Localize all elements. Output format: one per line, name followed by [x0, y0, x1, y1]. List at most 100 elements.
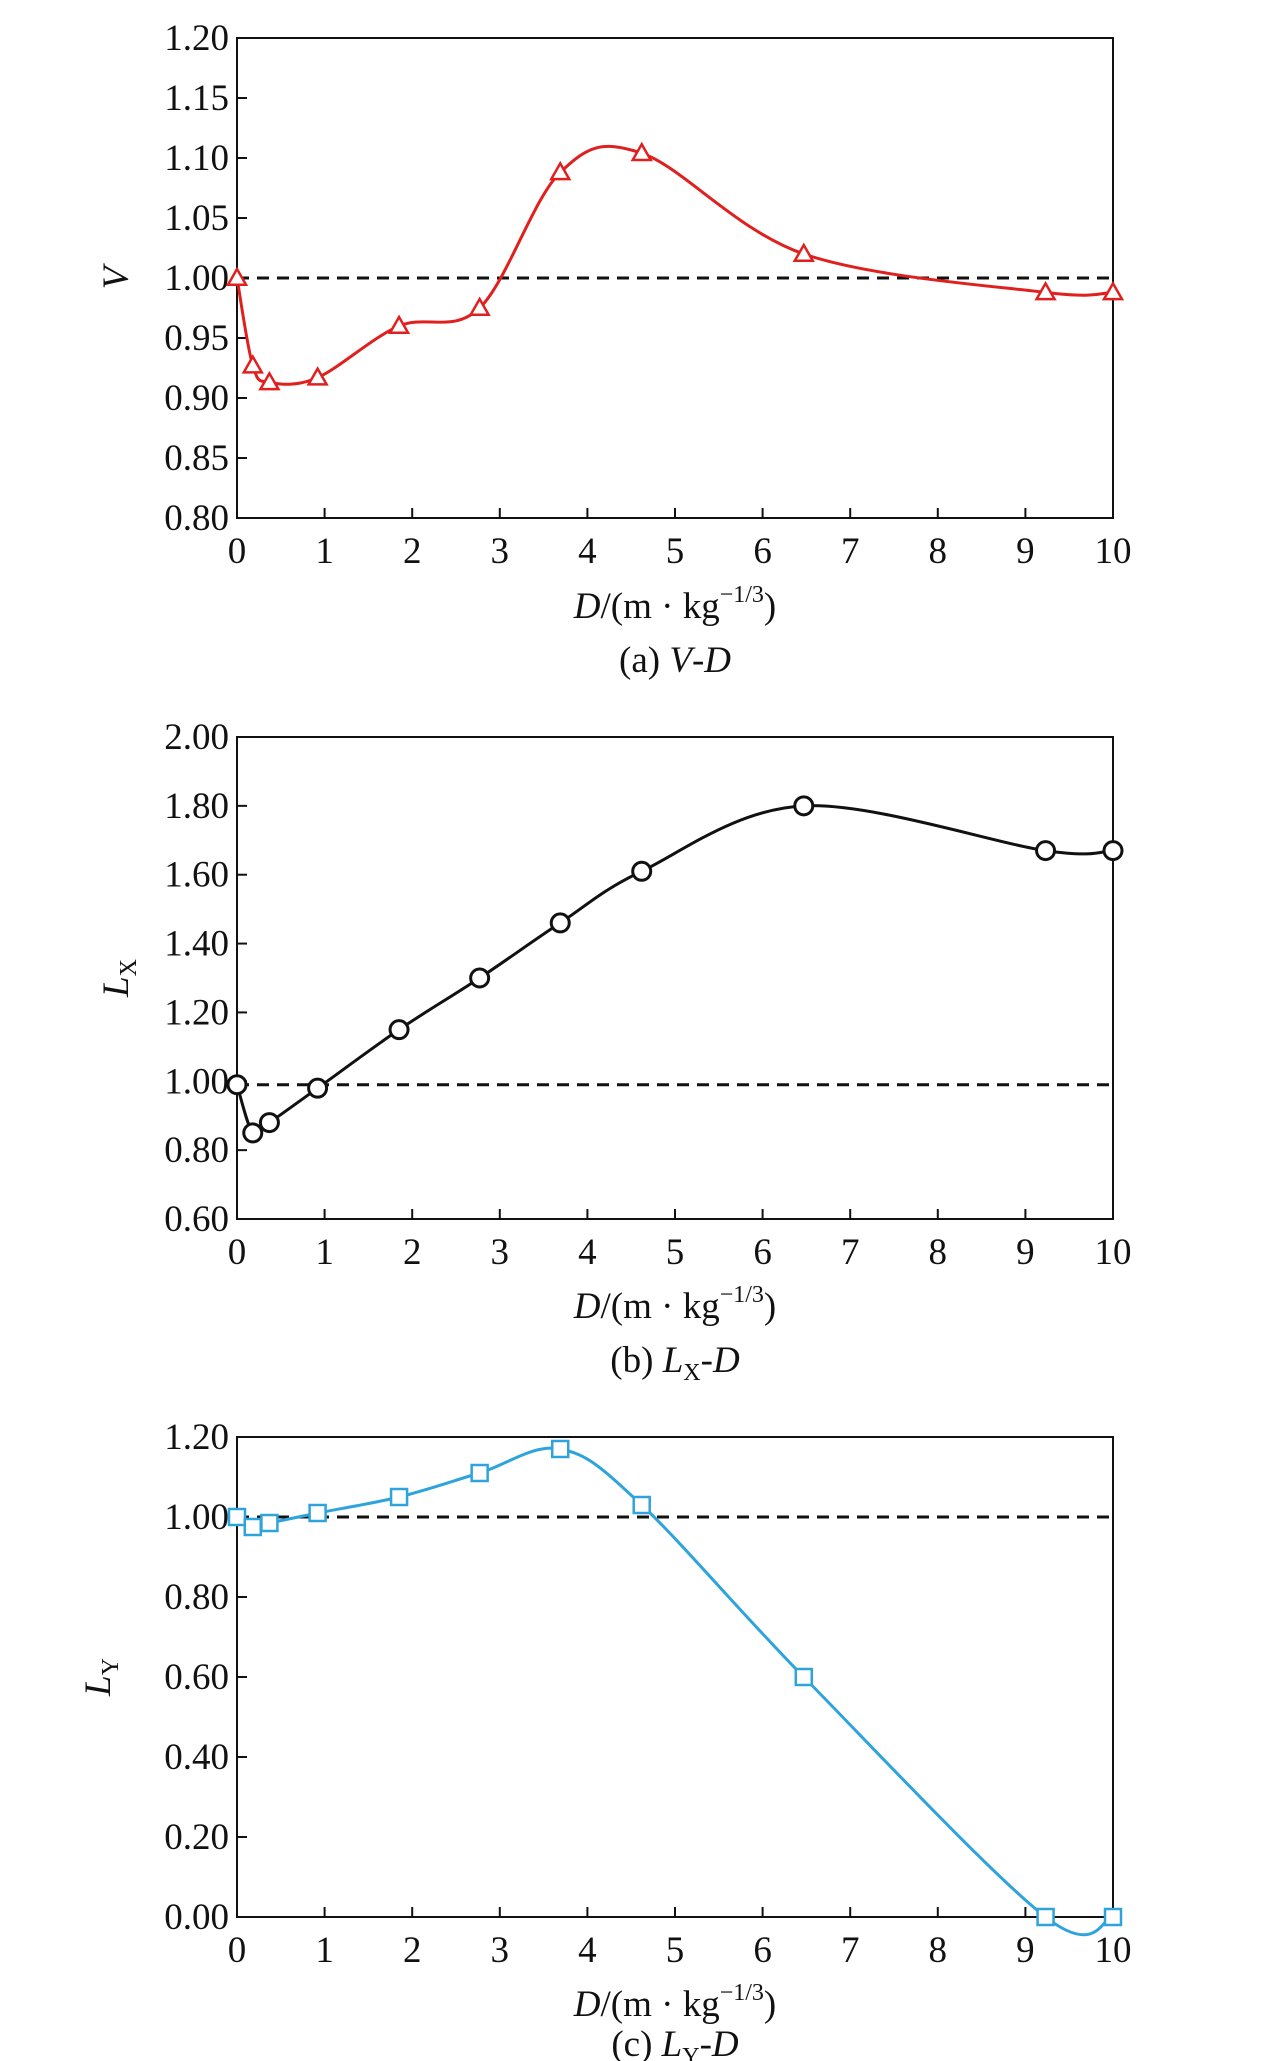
panel-c-caption: (c) LY-D: [611, 2024, 739, 2061]
x-tick-label: 0: [228, 1232, 247, 1273]
x-tick-label: 6: [753, 1930, 772, 1971]
x-tick-label: 7: [841, 1232, 860, 1273]
data-point: [1102, 840, 1124, 862]
x-tick-label: 1: [315, 531, 334, 572]
panel-c-markers: [227, 1439, 1123, 1927]
x-tick-label: 5: [666, 531, 685, 572]
x-tick-label: 2: [403, 531, 422, 572]
panel-b-markers: [226, 795, 1124, 1144]
data-point: [793, 795, 815, 817]
data-point: [792, 242, 815, 262]
panel-b-xlabel: D/(m · kg−1/3): [573, 1282, 776, 1327]
data-point: [631, 860, 653, 882]
data-point: [306, 366, 329, 386]
x-tick-label: 10: [1095, 1232, 1132, 1273]
y-tick-label: 1.20: [164, 992, 229, 1033]
y-tick-label: 1.15: [164, 78, 229, 119]
x-tick-label: 0: [228, 1930, 247, 1971]
x-tick-label: 4: [578, 531, 597, 572]
data-point: [260, 1513, 279, 1533]
x-tick-label: 7: [841, 531, 860, 572]
panel-a-ticks: 0 1 2 3 4 5 6 7 8 9 10 0.80 0.85 0.90 0.95 1.00 1.05 1.10…: [164, 18, 1131, 572]
x-tick-label: 3: [491, 1232, 510, 1273]
x-tick-label: 9: [1016, 1232, 1035, 1273]
data-point: [307, 1077, 329, 1099]
data-point: [470, 1463, 489, 1483]
y-tick-label: 0.80: [164, 498, 229, 539]
data-point: [258, 370, 281, 391]
data-point: [227, 1507, 247, 1527]
y-tick-label: 0.20: [164, 1817, 229, 1858]
y-tick-label: 1.20: [164, 18, 229, 59]
x-tick-label: 10: [1095, 531, 1132, 572]
x-tick-label: 6: [753, 1232, 772, 1273]
x-tick-label: 4: [578, 1930, 597, 1971]
x-tick-label: 9: [1016, 1930, 1035, 1971]
x-tick-label: 3: [491, 1930, 510, 1971]
x-tick-label: 8: [929, 531, 948, 572]
data-point: [226, 1074, 248, 1096]
x-tick-label: 1: [315, 1232, 334, 1273]
data-point: [308, 1503, 327, 1523]
data-point: [550, 1439, 570, 1459]
x-tick-label: 3: [491, 531, 510, 572]
data-point: [469, 967, 491, 989]
data-point: [630, 141, 653, 162]
x-tick-label: 2: [403, 1930, 422, 1971]
x-tick-label: 2: [403, 1232, 422, 1273]
data-point: [794, 1667, 814, 1687]
y-tick-label: 0.60: [164, 1199, 229, 1240]
panel-a-series-line: [235, 144, 1114, 386]
data-point: [1036, 1907, 1055, 1927]
panel-b-frame: [236, 736, 1114, 1220]
y-tick-label: 1.05: [164, 198, 229, 239]
panel-c-chart: 0 1 2 3 4 5 6 7 8 9 10 0.00 0.20 0.40 0.60 0.80 1.00 1.20…: [78, 1417, 1132, 2061]
x-tick-label: 5: [666, 1232, 685, 1273]
x-tick-label: 8: [929, 1930, 948, 1971]
x-tick-label: 7: [841, 1930, 860, 1971]
panel-c-xlabel: D/(m · kg−1/3): [573, 1980, 776, 2025]
panel-c-frame: [236, 1436, 1114, 1918]
data-point: [258, 1112, 280, 1134]
y-tick-label: 0.40: [164, 1737, 229, 1778]
data-point: [549, 912, 571, 934]
data-point: [225, 266, 249, 286]
panel-b-chart: 0 1 2 3 4 5 6 7 8 9 10 0.60 0.80 1.00 1.20 1.40 1.60 1.80…: [96, 717, 1132, 1386]
panel-b-ylabel: LX: [96, 959, 142, 998]
data-point: [241, 354, 264, 374]
x-tick-label: 5: [666, 1930, 685, 1971]
y-tick-label: 1.00: [164, 1061, 229, 1102]
y-tick-label: 1.40: [164, 924, 229, 965]
data-point: [549, 160, 572, 181]
data-point: [387, 314, 411, 334]
panel-c-ylabel: LY: [78, 1658, 124, 1697]
panel-b-ticks: 0 1 2 3 4 5 6 7 8 9 10 0.60 0.80 1.00 1.20 1.40 1.60 1.80…: [164, 717, 1131, 1273]
y-tick-label: 1.60: [164, 855, 229, 896]
x-tick-label: 0: [228, 531, 247, 572]
data-point: [1035, 840, 1057, 862]
data-point: [243, 1517, 263, 1537]
panel-b-caption: (b) LX-D: [610, 1340, 740, 1386]
y-tick-label: 0.60: [164, 1657, 229, 1698]
x-tick-label: 6: [753, 531, 772, 572]
y-tick-label: 1.00: [164, 258, 229, 299]
data-point: [388, 1019, 410, 1041]
x-tick-label: 10: [1095, 1930, 1132, 1971]
data-point: [242, 1122, 264, 1144]
y-tick-label: 0.85: [164, 438, 229, 479]
y-tick-label: 1.00: [164, 1497, 229, 1538]
panel-a-ylabel: V: [96, 262, 137, 289]
y-tick-label: 0.80: [164, 1130, 229, 1171]
data-point: [1103, 1907, 1123, 1927]
x-tick-label: 1: [315, 1930, 334, 1971]
y-tick-label: 1.10: [164, 138, 229, 179]
x-tick-label: 9: [1016, 531, 1035, 572]
y-tick-label: 0.80: [164, 1577, 229, 1618]
data-point: [389, 1487, 409, 1507]
panel-a-markers: [225, 141, 1125, 391]
x-tick-label: 4: [578, 1232, 597, 1273]
data-point: [1101, 280, 1125, 301]
panel-a-xlabel: D/(m · kg−1/3): [573, 582, 776, 627]
panel-a-chart: 0 1 2 3 4 5 6 7 8 9 10 0.80 0.85 0.90 0.95 1.00 1.05 1.10…: [96, 18, 1132, 681]
